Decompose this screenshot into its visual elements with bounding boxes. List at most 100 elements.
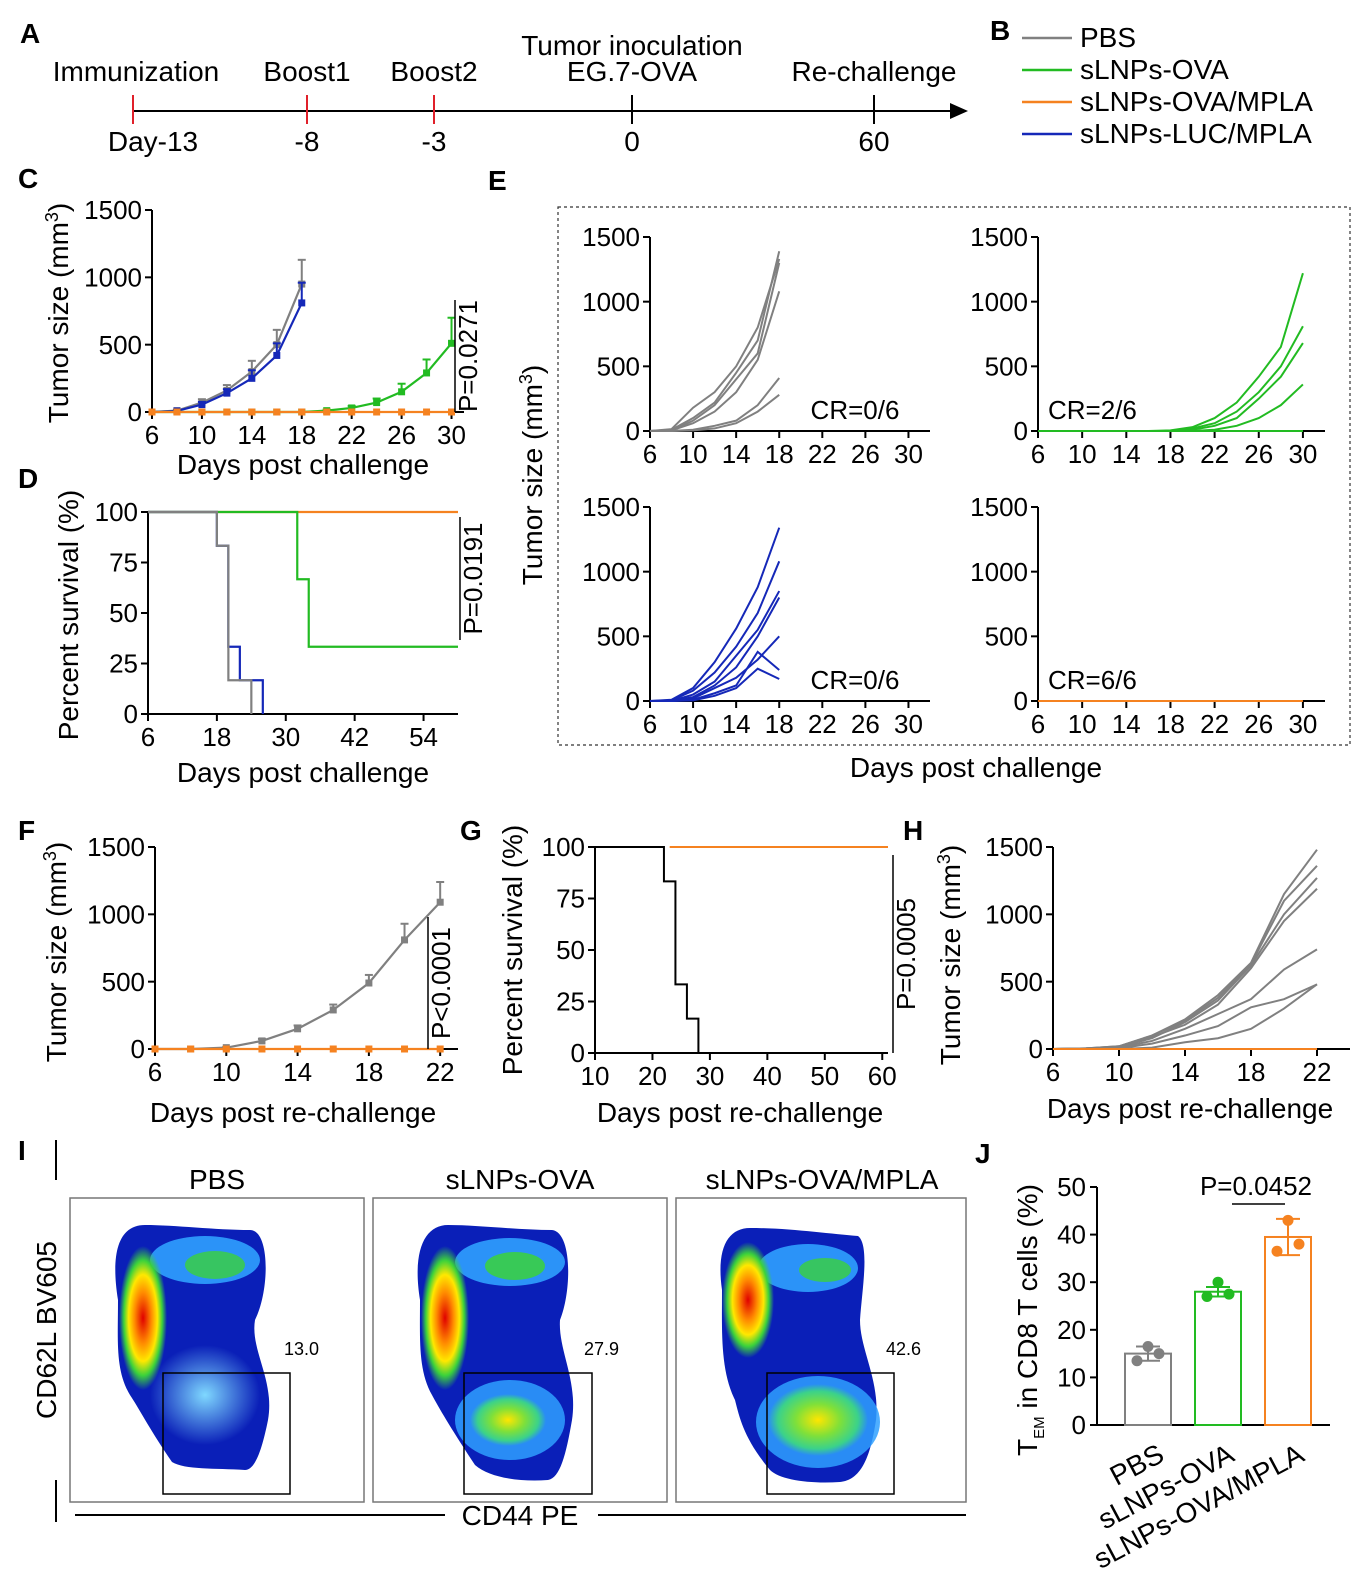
panel-e-subplot: 6 10 14 18 22 26 30 0 500 1000 1500 CR=0/6 [582,492,930,739]
panel-label-j: J [975,1138,991,1169]
panel-e-x-tick-label: 10 [679,439,708,469]
panel-i-flow-plots: CD62L BV605 CD44 PE PBS sLNPs-OVA sLNPs-… [31,1140,967,1531]
flow-gate-value-ova: 27.9 [584,1339,619,1359]
panel-j-dot [1212,1276,1224,1288]
panel-e-individual-line [650,597,781,702]
panel-e-cr-label: CR=0/6 [811,665,900,695]
panel-e-x-tick-label: 30 [894,709,923,739]
panel-c-x-tick-label: 30 [437,420,466,450]
panel-j-dot [1282,1214,1294,1226]
panel-e-individual-line [650,393,780,432]
panel-c-point [248,374,256,382]
panel-f-point [365,979,373,987]
panel-h-individual-line [1052,877,1318,1050]
panel-f-x-tick-label: 6 [148,1057,162,1087]
flow-xlabel: CD44 PE [462,1500,579,1531]
panel-f-point [187,1045,195,1053]
legend-label: PBS [1080,22,1136,53]
panel-e-y-tick-label: 1000 [582,557,640,587]
timeline-day-label: Day-13 [108,126,198,157]
panel-g-x-tick-label: 10 [581,1061,610,1091]
panel-e-y-tick-label: 0 [626,686,640,716]
panel-g-x-tick-label: 30 [695,1061,724,1091]
panel-g-p-value: P=0.0005 [891,898,921,1010]
flow-cluster-ova-tem-core [470,1394,546,1446]
panel-e-x-tick-label: 18 [1156,439,1185,469]
panel-d-y-tick-label: 75 [109,548,138,578]
panel-e-x-tick-label: 6 [643,709,657,739]
panel-e-x-tick-label: 10 [1068,439,1097,469]
panel-label-g: G [460,815,482,846]
panel-e-x-tick-label: 18 [765,439,794,469]
timeline-arrow-icon [950,103,968,119]
panel-e-individual-line [649,258,781,432]
panel-c-point [373,408,381,416]
panel-f-point [294,1025,302,1033]
panel-f-x-tick-label: 10 [212,1057,241,1087]
panel-j-bar [1124,1352,1172,1426]
panel-c-point [248,408,256,416]
panel-e-x-tick-label: 14 [1112,439,1141,469]
flow-cluster-ova-naive [421,1246,469,1390]
timeline-event-label-2: Tumor inoculation [521,30,743,61]
panel-h-individual-line [1053,983,1318,1050]
panel-d-xlabel: Days post challenge [177,757,429,788]
panel-f-point [401,936,409,944]
panel-f-point [401,1045,409,1053]
panel-e-subplot: 6 10 14 18 22 26 30 0 500 1000 1500 CR=2/6 [970,222,1325,469]
panel-e-cr-label: CR=6/6 [1048,665,1137,695]
panel-c-point [148,408,156,416]
panel-e-y-tick-label: 1000 [582,287,640,317]
panel-g-x-tick-label: 40 [753,1061,782,1091]
panel-c-xlabel: Days post challenge [177,449,429,480]
panel-label-d: D [18,463,38,494]
panel-c-point [173,408,181,416]
panel-d-survival-curve [148,510,264,714]
panel-c-point [448,408,456,416]
panel-e-y-tick-label: 1000 [970,557,1028,587]
panel-h-x-tick-label: 6 [1046,1057,1060,1087]
panel-h-x-tick-label: 10 [1105,1057,1134,1087]
panel-e-cr-label: CR=0/6 [811,395,900,425]
panel-d-chart: 6 18 30 42 54 0 25 50 75 100 Percent survival (%) D… [53,490,488,788]
panel-e-individual-line [650,667,780,702]
timeline-day-label: 0 [624,126,640,157]
panel-c-point [298,299,306,307]
flow-plot-ova: 27.9 [372,1197,668,1503]
panel-f-y-tick-label: 500 [102,967,145,997]
panel-f-p-value: P<0.0001 [426,927,456,1039]
panel-d-p-value: P=0.0191 [458,522,488,634]
panel-g-survival-curve [595,846,700,1053]
flow-plot-pbs: 13.0 [69,1197,365,1503]
flow-gate-ova [463,1372,593,1495]
panel-label-f: F [18,815,35,846]
panel-d-x-tick-label: 18 [202,722,231,752]
panel-g-y-tick-label: 0 [571,1038,585,1068]
panel-label-h: H [903,815,923,846]
panel-d-x-tick-label: 42 [340,722,369,752]
panel-g-xlabel: Days post re-challenge [597,1097,883,1128]
panel-e-subplot: 6 10 14 18 22 26 30 0 500 1000 1500 CR=0/6 [582,222,930,469]
panel-h-ylabel: Tumor size (mm3) [934,845,966,1066]
panel-j-dot [1271,1245,1283,1257]
panel-j-dot [1223,1288,1235,1300]
flow-gate-value-pbs: 13.0 [284,1339,319,1359]
panel-g-y-tick-label: 75 [556,884,585,914]
panel-c-point [273,408,281,416]
panel-g-y-tick-label: 100 [542,832,585,862]
panel-e-x-tick-label: 14 [1112,709,1141,739]
panel-c-point [223,408,231,416]
flow-gate-pbs [162,1372,291,1495]
panel-e-frame [557,206,1351,746]
flow-plot-mpla: 42.6 [675,1197,967,1503]
panel-f-x-tick-label: 18 [354,1057,383,1087]
panel-h-x-tick-label: 14 [1171,1057,1200,1087]
panel-e-x-tick-label: 30 [894,439,923,469]
panel-j-y-tick-label: 20 [1057,1315,1086,1345]
panel-e-x-tick-label: 30 [1288,439,1317,469]
panel-c-y-tick-label: 500 [99,330,142,360]
panel-c-series-line [152,342,453,414]
panel-e-x-tick-label: 6 [1031,439,1045,469]
panel-g-ylabel: Percent survival (%) [497,825,528,1076]
flow-title-ova: sLNPs-OVA [446,1164,595,1195]
